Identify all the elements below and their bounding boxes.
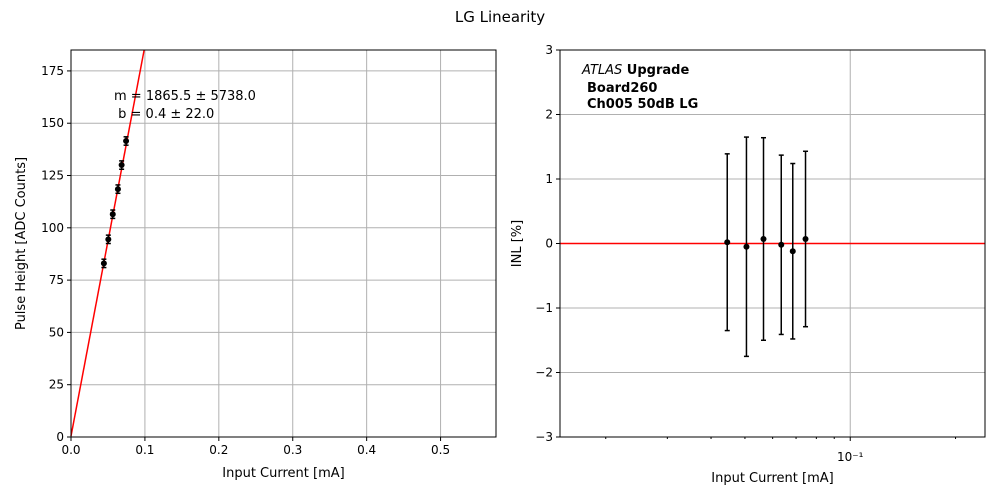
left-y-tick-label: 25 <box>49 378 64 392</box>
left-x-tick-label: 0.0 <box>61 443 80 457</box>
left-y-axis-label: Pulse Height [ADC Counts] <box>14 157 29 330</box>
left-y-tick-label: 75 <box>49 273 64 287</box>
left-grid <box>70 50 496 438</box>
right-x-axis-label: Input Current [mA] <box>711 471 833 486</box>
atlas-label: ATLAS Upgrade <box>581 63 689 78</box>
right-y-tick-label: 0 <box>545 237 553 251</box>
atlas-italic-text: ATLAS <box>581 63 622 78</box>
linearity-plot: 0.0 0.1 0.2 0.3 0.4 0.5 0 25 50 75 100 125 150 175 I… <box>14 49 497 481</box>
figure-title: LG Linearity <box>455 8 545 26</box>
left-x-tick-label: 0.5 <box>431 443 450 457</box>
left-x-tick-label: 0.4 <box>357 443 376 457</box>
channel-label: Ch005 50dB LG <box>587 97 698 112</box>
data-point <box>114 186 121 193</box>
left-y-tick-label: 175 <box>41 64 64 78</box>
left-x-tick-label: 0.3 <box>283 443 302 457</box>
right-x-tick-label: 10⁻¹ <box>837 450 864 464</box>
right-y-ticks: −3 −2 −1 0 1 2 3 <box>535 43 560 444</box>
left-x-axis-label: Input Current [mA] <box>222 466 344 481</box>
right-y-tick-label: −2 <box>535 366 553 380</box>
left-x-ticks: 0.0 0.1 0.2 0.3 0.4 0.5 <box>61 437 450 457</box>
data-point <box>105 236 112 243</box>
left-y-tick-label: 100 <box>41 221 64 235</box>
atlas-upgrade-text: Upgrade <box>622 63 689 78</box>
inl-data-point <box>789 248 796 255</box>
left-data-points <box>100 136 130 269</box>
left-y-tick-label: 0 <box>56 430 64 444</box>
board-label: Board260 <box>587 81 657 96</box>
right-y-tick-label: 2 <box>545 108 553 122</box>
right-data-points <box>724 136 809 358</box>
data-point <box>123 137 130 144</box>
fit-slope-annotation: m = 1865.5 ± 5738.0 <box>114 89 256 104</box>
inl-data-point <box>778 241 785 248</box>
data-point <box>118 162 125 169</box>
fit-intercept-annotation: b = 0.4 ± 22.0 <box>114 107 214 122</box>
inl-plot: 10⁻¹ −3 −2 −1 0 1 2 3 Input Current [mA] INL [… <box>510 43 986 486</box>
left-axes-frame <box>70 49 497 438</box>
left-y-tick-label: 50 <box>49 325 64 339</box>
left-y-ticks: 0 25 50 75 100 125 150 175 <box>41 64 71 444</box>
left-x-tick-label: 0.2 <box>209 443 228 457</box>
right-y-tick-label: −1 <box>535 301 553 315</box>
inl-data-point <box>760 235 767 242</box>
right-axes-frame <box>559 49 986 438</box>
data-point <box>100 260 107 267</box>
data-point <box>109 211 116 218</box>
inl-data-point <box>724 239 731 246</box>
right-y-axis-label: INL [%] <box>510 220 525 267</box>
right-x-ticks: 10⁻¹ <box>605 437 957 464</box>
left-y-tick-label: 125 <box>41 169 64 183</box>
right-y-tick-label: 1 <box>545 172 553 186</box>
left-y-tick-label: 150 <box>41 116 64 130</box>
right-y-tick-label: 3 <box>545 43 553 57</box>
inl-data-point <box>802 235 809 242</box>
inl-data-point <box>743 243 750 250</box>
right-y-tick-label: −3 <box>535 430 553 444</box>
left-x-tick-label: 0.1 <box>135 443 154 457</box>
